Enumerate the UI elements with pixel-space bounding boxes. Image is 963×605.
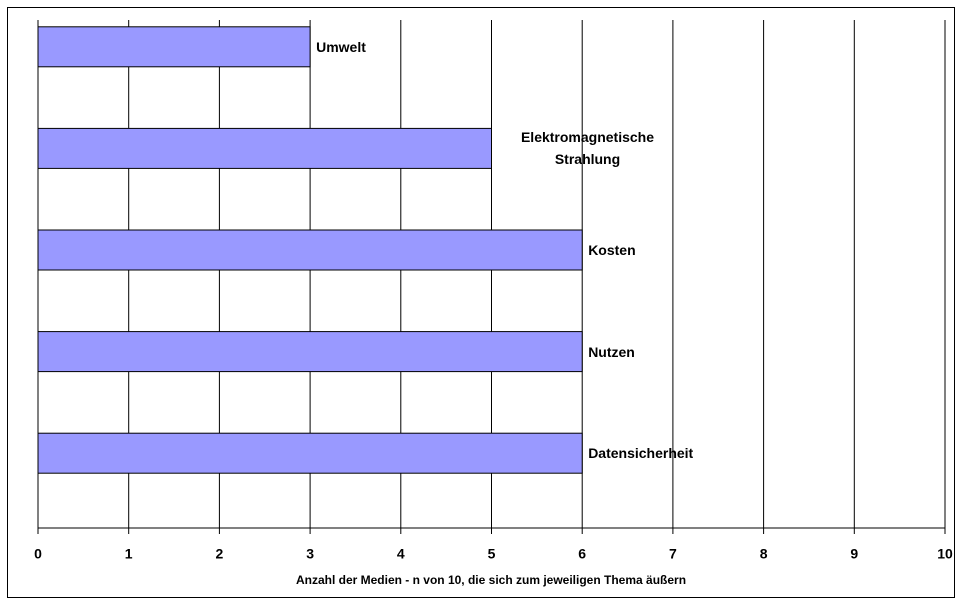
x-axis-title: Anzahl der Medien - n von 10, die sich z…: [296, 573, 686, 587]
bar-label: Datensicherheit: [588, 445, 694, 462]
bar-label: Nutzen: [588, 343, 635, 360]
x-tick-label: 9: [850, 546, 858, 562]
x-tick-label: 0: [34, 546, 42, 562]
x-tick-label: 7: [669, 546, 677, 562]
x-tick-label: 6: [578, 546, 586, 562]
x-tick-label: 4: [397, 546, 405, 562]
bar: [37, 26, 311, 68]
bar-label: Kosten: [588, 242, 636, 258]
x-tick-label: 3: [306, 546, 314, 562]
bar: [37, 432, 583, 474]
bar: [37, 331, 583, 373]
x-tick-label: 8: [760, 546, 768, 562]
chart-frame: [7, 7, 955, 598]
bar: [37, 229, 583, 271]
bar: [37, 127, 492, 169]
x-tick-label: 2: [216, 546, 224, 562]
x-tick-label: 10: [937, 546, 953, 562]
bar-label: Umwelt: [316, 38, 366, 55]
x-tick-label: 1: [125, 546, 133, 562]
x-tick-label: 5: [488, 546, 496, 562]
bar-label: Elektromagnetische Strahlung: [520, 129, 655, 168]
